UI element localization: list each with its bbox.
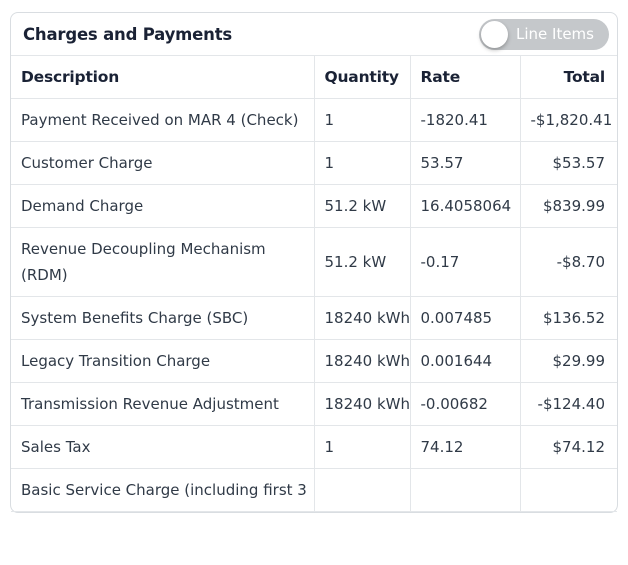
cell-quantity: 18240 kWh (313, 296, 410, 340)
cell-description: System Benefits Charge (SBC) (11, 296, 314, 340)
cell-description: Basic Service Charge (including first 3 (11, 468, 314, 512)
cell-quantity: 18240 kWh (313, 382, 410, 426)
cell-description: Sales Tax (11, 425, 314, 469)
cell-total: $53.57 (519, 141, 617, 185)
line-items-toggle[interactable]: Line Items (479, 18, 609, 50)
table-header-row: Description Quantity Rate Total (11, 56, 617, 99)
table-row: Payment Received on MAR 4 (Check) 1 -182… (11, 98, 617, 142)
charges-table: Description Quantity Rate Total Payment … (11, 56, 617, 512)
toggle-knob-icon (481, 20, 508, 48)
cell-quantity (313, 468, 410, 512)
cell-rate: 0.001644 (409, 339, 520, 383)
cell-description: Payment Received on MAR 4 (Check) (11, 98, 314, 142)
cell-rate: 74.12 (409, 425, 520, 469)
cell-total: $29.99 (519, 339, 617, 383)
cell-rate: -0.17 (409, 227, 520, 297)
table-body: Payment Received on MAR 4 (Check) 1 -182… (11, 98, 617, 512)
column-header-rate: Rate (409, 56, 520, 99)
toggle-label: Line Items (516, 25, 594, 43)
table-row: Basic Service Charge (including first 3 (11, 468, 617, 512)
cell-rate: -0.00682 (409, 382, 520, 426)
cell-quantity: 1 (313, 141, 410, 185)
table-row: Legacy Transition Charge 18240 kWh 0.001… (11, 339, 617, 383)
cell-description: Legacy Transition Charge (11, 339, 314, 383)
cell-rate: 53.57 (409, 141, 520, 185)
column-header-total: Total (519, 56, 617, 99)
card-header: Charges and Payments Line Items (11, 13, 617, 56)
cell-total: -$8.70 (519, 227, 617, 297)
cell-total: $136.52 (519, 296, 617, 340)
cell-quantity: 1 (313, 425, 410, 469)
cell-quantity: 1 (313, 98, 410, 142)
cell-total: -$1,820.41 (519, 98, 617, 142)
table-row: System Benefits Charge (SBC) 18240 kWh 0… (11, 296, 617, 340)
cell-quantity: 51.2 kW (313, 227, 410, 297)
cell-total: $839.99 (519, 184, 617, 228)
cell-total (519, 468, 617, 512)
cell-rate: 16.4058064 (409, 184, 520, 228)
cell-description: Revenue Decoupling Mechanism (RDM) (11, 227, 314, 297)
cell-quantity: 51.2 kW (313, 184, 410, 228)
table-row: Customer Charge 1 53.57 $53.57 (11, 141, 617, 185)
charges-and-payments-card: Charges and Payments Line Items Descript… (10, 12, 618, 513)
cell-total: $74.12 (519, 425, 617, 469)
cell-total: -$124.40 (519, 382, 617, 426)
cell-rate: 0.007485 (409, 296, 520, 340)
card-title: Charges and Payments (23, 24, 233, 44)
table-row: Transmission Revenue Adjustment 18240 kW… (11, 382, 617, 426)
cell-rate (409, 468, 520, 512)
cell-rate: -1820.41 (409, 98, 520, 142)
table-row: Revenue Decoupling Mechanism (RDM) 51.2 … (11, 227, 617, 297)
cell-description: Transmission Revenue Adjustment (11, 382, 314, 426)
cell-description: Demand Charge (11, 184, 314, 228)
column-header-quantity: Quantity (313, 56, 410, 99)
column-header-description: Description (11, 56, 314, 99)
cell-quantity: 18240 kWh (313, 339, 410, 383)
cell-description: Customer Charge (11, 141, 314, 185)
table-row: Demand Charge 51.2 kW 16.4058064 $839.99 (11, 184, 617, 228)
table-row: Sales Tax 1 74.12 $74.12 (11, 425, 617, 469)
